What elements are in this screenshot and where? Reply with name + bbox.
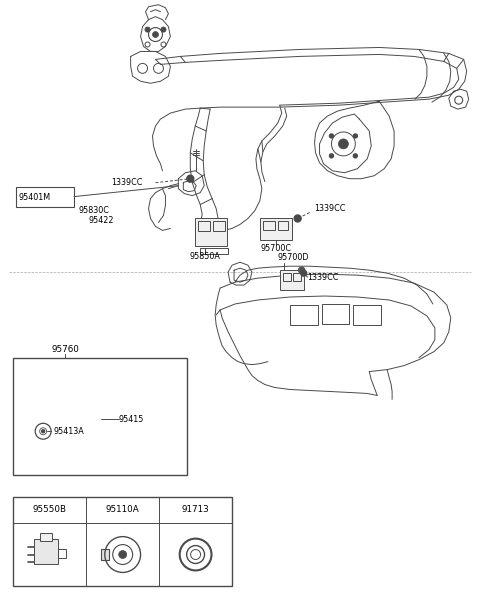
Circle shape <box>338 139 348 149</box>
Bar <box>283 273 291 281</box>
Circle shape <box>353 134 357 138</box>
Bar <box>16 187 74 207</box>
Text: 1339CC: 1339CC <box>111 178 142 187</box>
Circle shape <box>329 134 334 138</box>
FancyBboxPatch shape <box>18 365 104 398</box>
Text: 91713: 91713 <box>182 505 209 514</box>
Text: 95110A: 95110A <box>106 505 140 514</box>
Text: 95415: 95415 <box>119 415 144 424</box>
Circle shape <box>329 154 334 158</box>
FancyBboxPatch shape <box>19 400 103 426</box>
Circle shape <box>299 267 305 273</box>
Text: 95760: 95760 <box>51 345 79 354</box>
Text: 95850A: 95850A <box>190 252 221 261</box>
Bar <box>13 358 187 475</box>
Bar <box>40 532 52 541</box>
FancyBboxPatch shape <box>67 370 87 394</box>
Text: 95700D: 95700D <box>278 253 309 262</box>
Bar <box>290 305 318 325</box>
Text: 95401M: 95401M <box>18 193 50 202</box>
Bar <box>198 221 210 231</box>
Text: 95700C: 95700C <box>260 245 291 254</box>
FancyBboxPatch shape <box>47 370 67 394</box>
Text: 1339CC: 1339CC <box>308 273 339 282</box>
Circle shape <box>300 270 307 276</box>
FancyBboxPatch shape <box>27 370 47 394</box>
FancyBboxPatch shape <box>15 437 108 473</box>
Bar <box>200 248 228 254</box>
Bar <box>322 304 349 324</box>
Bar <box>260 219 292 240</box>
Text: 95422: 95422 <box>89 216 114 225</box>
Bar <box>263 221 275 230</box>
Bar <box>58 549 66 558</box>
Bar <box>195 219 227 246</box>
Bar <box>280 270 304 290</box>
Bar <box>278 221 288 230</box>
Text: 95830C: 95830C <box>79 206 110 215</box>
Circle shape <box>42 430 45 433</box>
Circle shape <box>161 27 166 32</box>
Bar <box>293 273 300 281</box>
Circle shape <box>119 551 127 558</box>
Bar <box>213 221 225 231</box>
Bar <box>353 305 381 325</box>
Bar <box>101 549 109 561</box>
Circle shape <box>145 27 150 32</box>
Text: 95550B: 95550B <box>33 505 67 514</box>
Bar <box>34 538 58 564</box>
Text: 1339CC: 1339CC <box>314 204 346 213</box>
Circle shape <box>294 215 301 222</box>
Circle shape <box>353 154 357 158</box>
Bar <box>13 497 232 587</box>
Circle shape <box>187 175 194 182</box>
Circle shape <box>153 32 158 37</box>
Text: 95413A: 95413A <box>53 427 84 436</box>
